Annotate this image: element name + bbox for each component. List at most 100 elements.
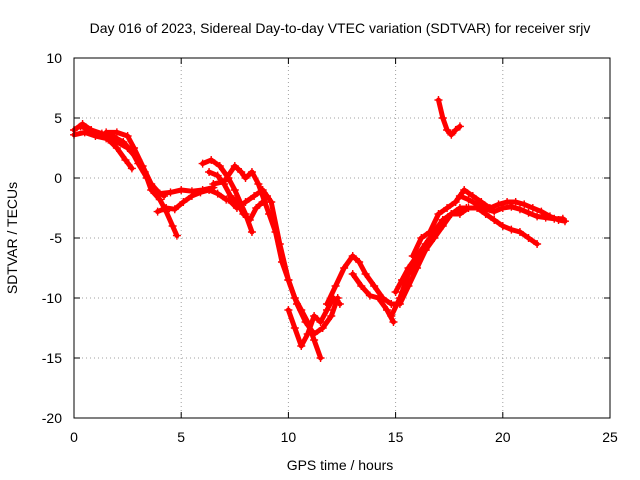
data-point-plus (550, 214, 559, 223)
data-point-plus (455, 122, 464, 131)
series-arc-12 (348, 270, 398, 326)
data-point-plus (335, 300, 344, 308)
data-point-plus (224, 195, 233, 204)
data-point-plus (383, 306, 392, 314)
data-point-plus (395, 294, 404, 302)
data-point-plus (404, 264, 413, 272)
data-point-plus (123, 132, 132, 140)
data-point-plus (170, 205, 179, 214)
data-point-plus (310, 312, 319, 320)
data-point-plus (468, 192, 477, 200)
y-tick-label: -10 (42, 290, 62, 306)
data-point-plus (494, 200, 503, 209)
data-point-plus (391, 288, 400, 296)
data-point-plus (348, 252, 357, 260)
series-line (225, 187, 341, 337)
chart-title: Day 016 of 2023, Sidereal Day-to-day VTE… (90, 20, 591, 36)
data-point-plus (130, 144, 139, 152)
data-point-plus (254, 180, 263, 188)
data-point-plus (220, 177, 229, 186)
data-point-plus (498, 204, 507, 212)
data-point-plus (528, 204, 537, 212)
data-point-plus (434, 96, 443, 104)
series-arc-10 (284, 294, 344, 350)
data-point-plus (443, 126, 452, 134)
y-tick-label: -5 (50, 230, 63, 246)
data-point-plus (230, 162, 239, 170)
series-arc-17 (434, 96, 464, 139)
data-point-plus (284, 306, 293, 314)
data-point-plus (421, 240, 430, 248)
x-axis-label: GPS time / hours (287, 457, 394, 473)
series-arc-5 (153, 186, 231, 216)
data-point-plus (87, 126, 96, 134)
y-tick-label: 0 (54, 170, 62, 186)
data-point-plus (533, 212, 542, 221)
data-point-plus (297, 342, 306, 350)
y-tick-label: 10 (46, 50, 62, 66)
data-point-plus (155, 189, 164, 198)
data-point-plus (168, 222, 177, 230)
data-point-plus (172, 231, 181, 240)
data-point-plus (322, 300, 331, 308)
data-point-plus (232, 204, 241, 212)
data-point-plus (316, 318, 325, 326)
data-point-plus (331, 282, 340, 290)
series-arc-15 (408, 186, 569, 260)
data-point-plus (162, 204, 171, 212)
data-point-plus (247, 168, 256, 176)
data-point-plus (112, 128, 121, 137)
data-point-plus (121, 156, 130, 164)
x-tick-label: 5 (177, 429, 185, 445)
data-point-plus (515, 228, 524, 236)
x-tick-label: 0 (70, 429, 78, 445)
data-point-plus (127, 164, 136, 173)
y-tick-label: 5 (54, 110, 62, 126)
x-tick-label: 15 (388, 429, 404, 445)
data-point-plus (451, 198, 460, 206)
data-point-plus (275, 240, 284, 248)
series-line (393, 211, 454, 295)
data-point-plus (290, 324, 299, 332)
data-point-plus (447, 210, 456, 218)
data-point-plus (213, 189, 222, 198)
data-point-plus (196, 188, 205, 197)
data-point-plus (408, 252, 417, 260)
x-tick-label: 20 (495, 429, 511, 445)
data-point-plus (327, 312, 336, 320)
data-point-plus (213, 171, 222, 180)
series-arc-11 (322, 204, 542, 308)
data-point-plus (147, 180, 156, 188)
data-point-plus (425, 228, 434, 236)
data-point-plus (460, 186, 469, 194)
data-point-plus (541, 213, 550, 222)
data-point-plus (241, 198, 250, 206)
data-point-plus (387, 312, 396, 320)
data-point-plus (507, 225, 516, 234)
data-point-plus (303, 330, 312, 338)
data-point-plus (365, 291, 374, 300)
data-point-plus (387, 300, 396, 308)
data-point-plus (374, 294, 383, 302)
series-line (410, 187, 568, 259)
data-point-plus (361, 270, 370, 278)
data-point-plus (209, 180, 218, 188)
data-point-plus (524, 234, 533, 242)
x-tick-label: 25 (602, 429, 618, 445)
data-point-plus (443, 204, 452, 212)
data-point-plus (511, 198, 520, 206)
data-point-plus (370, 282, 379, 290)
series-arc-16 (455, 192, 567, 223)
data-point-plus (198, 159, 207, 168)
data-point-plus (447, 130, 456, 139)
data-point-plus (389, 318, 398, 326)
y-tick-label: -20 (42, 410, 62, 426)
data-point-plus (464, 195, 473, 204)
data-point-plus (340, 264, 349, 272)
data-point-plus (533, 240, 542, 248)
data-point-plus (215, 162, 224, 170)
data-point-plus (205, 168, 214, 176)
data-point-plus (187, 192, 196, 200)
